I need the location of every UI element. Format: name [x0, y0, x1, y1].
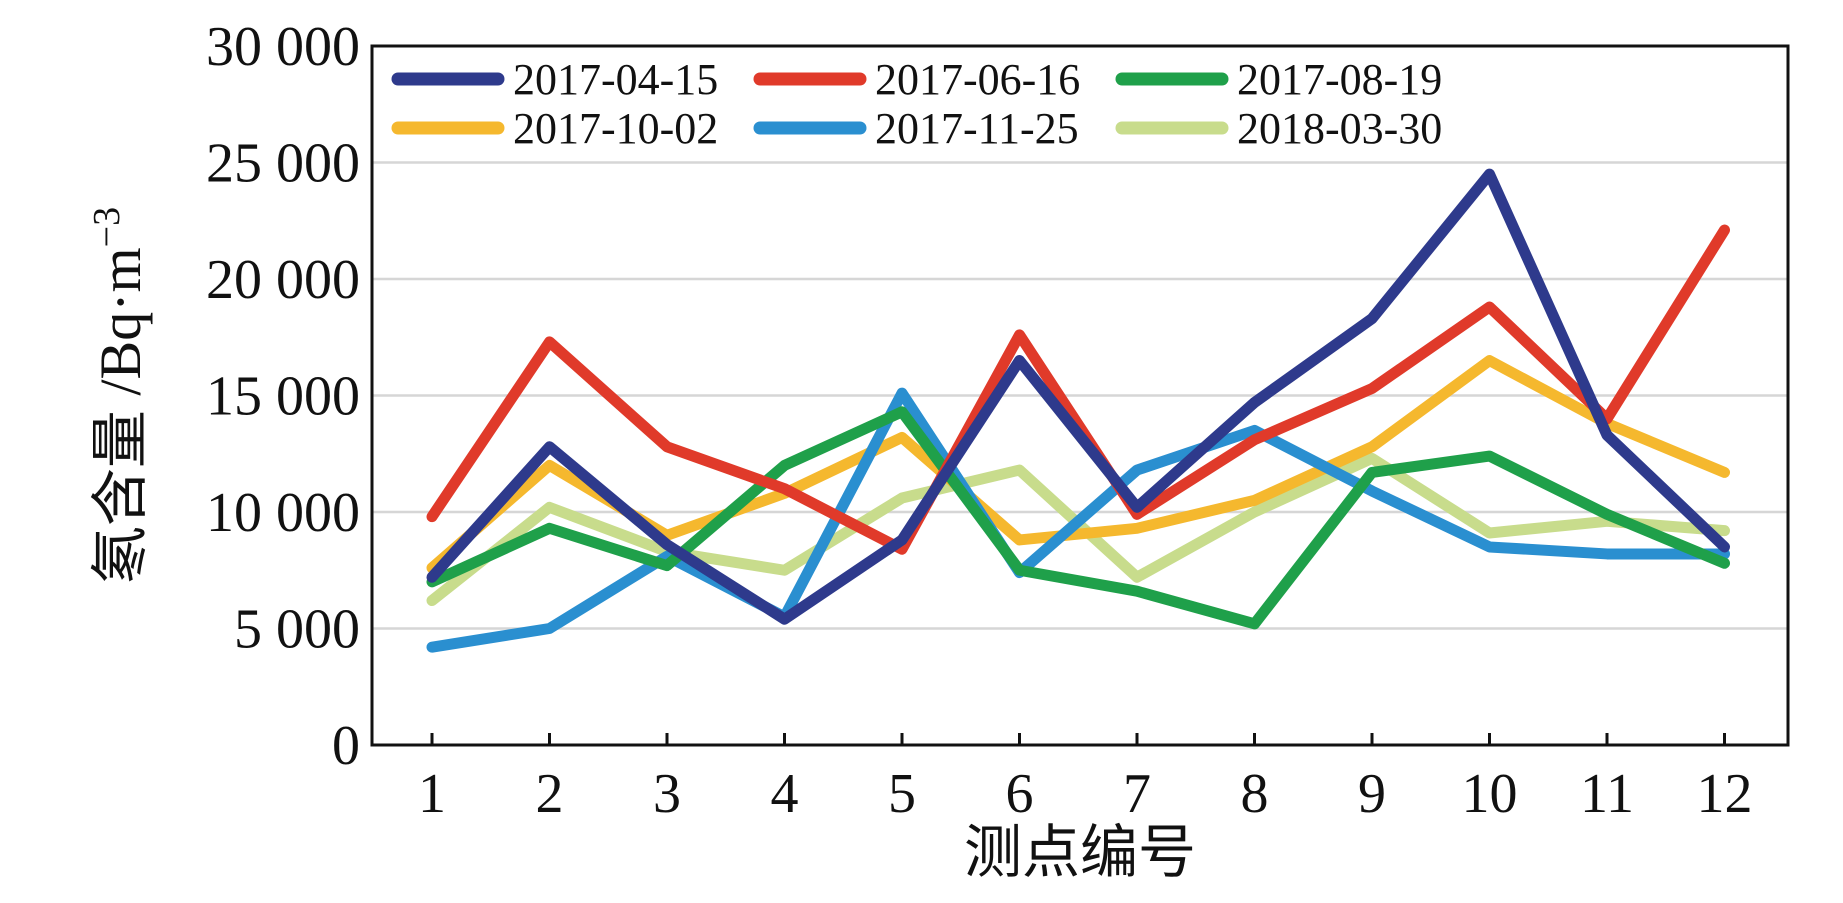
y-axis-title: 氡含量 /Bq·m−3	[86, 207, 153, 584]
y-tick-label: 20 000	[206, 249, 360, 311]
x-tick-label: 12	[1697, 763, 1753, 825]
y-tick-label: 15 000	[206, 366, 360, 428]
x-tick-label: 2	[536, 763, 564, 825]
legend-label: 2017-08-19	[1237, 55, 1442, 104]
x-tick-label: 10	[1462, 763, 1518, 825]
x-tick-label: 4	[771, 763, 799, 825]
y-tick-label: 10 000	[206, 482, 360, 544]
y-axis-title-exponent: −3	[86, 207, 128, 247]
y-tick-label: 30 000	[206, 16, 360, 78]
legend-label: 2017-04-15	[513, 55, 718, 104]
legend-label: 2017-10-02	[513, 104, 718, 153]
series-lines	[426, 168, 1730, 653]
y-tick-label: 5 000	[234, 599, 360, 661]
x-tick-label: 7	[1123, 763, 1151, 825]
x-tick-label: 11	[1580, 763, 1634, 825]
y-tick-label: 25 000	[206, 133, 360, 195]
x-tick-label: 5	[888, 763, 916, 825]
series-line-2017-04-15	[426, 168, 1730, 625]
x-tick-label: 6	[1006, 763, 1034, 825]
x-tick-label: 9	[1358, 763, 1386, 825]
legend-label: 2017-11-25	[875, 104, 1079, 153]
y-tick-label: 0	[332, 715, 360, 777]
x-axis-title: 测点编号	[964, 820, 1196, 885]
x-tick-label: 1	[418, 763, 446, 825]
series-line-2017-06-16	[426, 224, 1730, 555]
legend-label: 2017-06-16	[875, 55, 1080, 104]
legend-label: 2018-03-30	[1237, 104, 1442, 153]
series-line-2017-11-25	[426, 387, 1730, 653]
x-tick-label: 8	[1241, 763, 1269, 825]
plot-frame	[370, 44, 1790, 747]
series-line-2017-08-19	[426, 406, 1730, 630]
y-axis-title-main: 氡含量 /Bq·m	[88, 247, 153, 584]
legend: 2017-04-15 2017-06-16 2017-08-19 2017-10-02…	[391, 55, 1442, 153]
x-tick-label: 3	[653, 763, 681, 825]
